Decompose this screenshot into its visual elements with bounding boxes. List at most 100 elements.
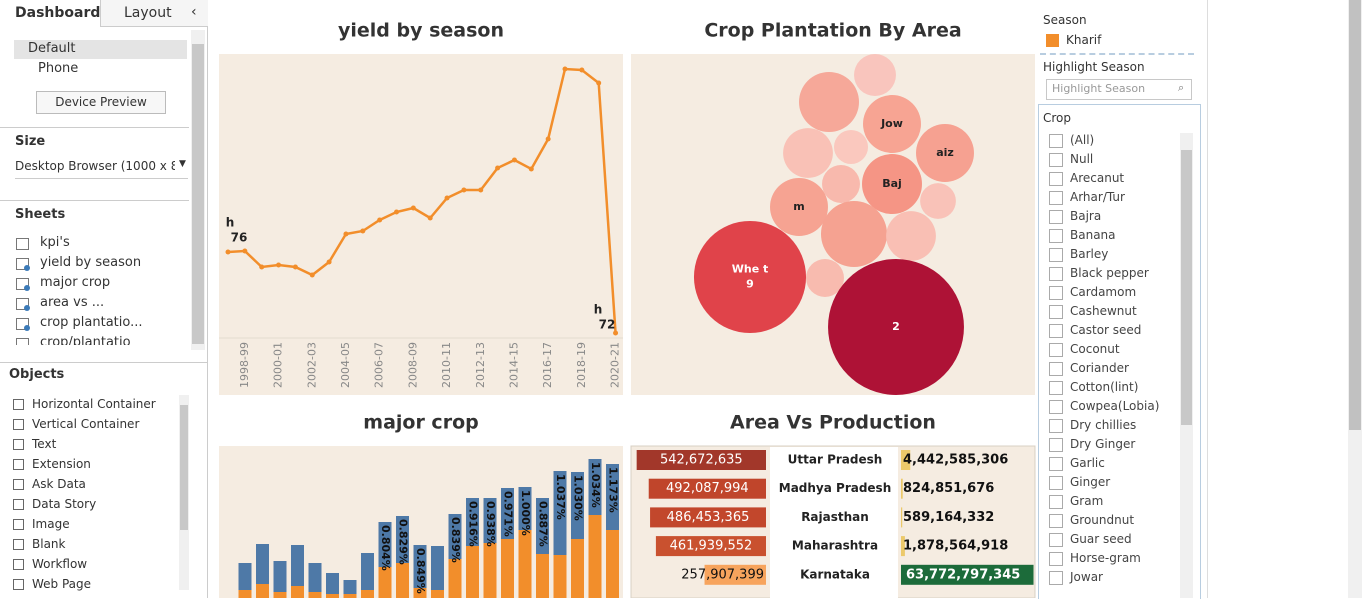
sheet-item[interactable]: yield by season	[40, 255, 142, 270]
checkbox-label[interactable]: Gram	[1070, 494, 1104, 508]
checkbox-label[interactable]: Groundnut	[1070, 513, 1135, 527]
checkbox[interactable]	[1049, 571, 1063, 585]
checkbox-label[interactable]: Cowpea(Lobia)	[1070, 399, 1160, 413]
x-tick-label: 2004-05	[339, 342, 352, 388]
sheet-item[interactable]: crop/plantatio	[40, 335, 131, 345]
point	[511, 157, 517, 163]
highlight-input[interactable]	[1046, 79, 1192, 100]
checkbox-label[interactable]: Bajra	[1070, 209, 1102, 223]
sheet-item[interactable]: kpi's	[40, 235, 70, 250]
checkbox-label[interactable]: Garlic	[1070, 456, 1105, 470]
checkbox[interactable]	[1049, 343, 1063, 357]
bar-segment	[448, 514, 462, 559]
device-option[interactable]: Phone	[38, 61, 79, 76]
collapse-icon[interactable]: ‹	[191, 4, 197, 20]
sheet-item[interactable]: area vs ...	[40, 295, 105, 310]
row-header: Madhya Pradesh	[779, 481, 892, 495]
bar-label: 1.037%	[554, 474, 567, 520]
object-item[interactable]: Horizontal Container	[32, 397, 156, 411]
checkbox[interactable]	[1049, 229, 1063, 243]
checkbox-label[interactable]: Arhar/Tur	[1070, 190, 1125, 204]
point	[225, 249, 231, 255]
point	[427, 215, 433, 221]
checkbox[interactable]	[1049, 476, 1063, 490]
object-item[interactable]: Ask Data	[32, 477, 86, 491]
checkbox[interactable]	[1049, 400, 1063, 414]
scroll-thumb[interactable]	[1181, 150, 1192, 425]
sheet-item[interactable]: crop plantatio...	[40, 315, 143, 330]
checkbox[interactable]	[1049, 438, 1063, 452]
section-title: Objects	[9, 367, 65, 382]
checkbox-label[interactable]: Jowar	[1070, 570, 1103, 584]
size-dropdown[interactable]: Desktop Browser (1000 x 8...	[15, 159, 175, 173]
checkbox-label[interactable]: Ginger	[1070, 475, 1111, 489]
dropdown-arrow[interactable]: ▼	[179, 159, 186, 169]
object-item[interactable]: Data Story	[32, 497, 97, 511]
bar-label: 1.034%	[589, 462, 602, 508]
x-tick-label: 1998-99	[238, 342, 251, 388]
object-item[interactable]: Web Page	[32, 577, 92, 591]
checkbox[interactable]	[1049, 134, 1063, 148]
checkbox[interactable]	[1049, 381, 1063, 395]
checkbox-label[interactable]: Black pepper	[1070, 266, 1149, 280]
checkbox-label[interactable]: Coconut	[1070, 342, 1120, 356]
checkbox-label[interactable]: Null	[1070, 152, 1094, 166]
bar-segment	[588, 515, 602, 598]
legend-label[interactable]: Kharif	[1066, 33, 1102, 47]
object-item[interactable]: Blank	[32, 537, 66, 551]
checkbox[interactable]	[1049, 362, 1063, 376]
device-option[interactable]: Default	[28, 41, 76, 56]
device-preview-button[interactable]: Device Preview	[36, 91, 166, 114]
checkbox[interactable]	[1049, 324, 1063, 338]
checkbox-label[interactable]: Guar seed	[1070, 532, 1132, 546]
row-header: Uttar Pradesh	[788, 453, 883, 467]
checkbox[interactable]	[1049, 172, 1063, 186]
checkbox[interactable]	[1049, 210, 1063, 224]
checkbox-label[interactable]: Dry Ginger	[1070, 437, 1136, 451]
scroll-thumb[interactable]	[192, 44, 204, 344]
checkbox-label[interactable]: Horse-gram	[1070, 551, 1141, 565]
object-item[interactable]: Workflow	[32, 557, 88, 571]
object-item[interactable]: Vertical Container	[32, 417, 140, 431]
scroll-thumb[interactable]	[180, 405, 188, 530]
checkbox[interactable]	[1049, 552, 1063, 566]
area-bar	[636, 450, 766, 470]
bar-segment	[553, 471, 567, 555]
checkbox[interactable]	[1049, 286, 1063, 300]
checkbox-label[interactable]: Coriander	[1070, 361, 1129, 375]
checkbox[interactable]	[1049, 495, 1063, 509]
checkbox-label[interactable]: Cardamom	[1070, 285, 1137, 299]
checkbox-label[interactable]: Banana	[1070, 228, 1116, 242]
tab[interactable]: Dashboard	[15, 5, 101, 21]
checkbox-label[interactable]: Dry chillies	[1070, 418, 1137, 432]
checkbox[interactable]	[1049, 419, 1063, 433]
bar-segment	[413, 588, 427, 598]
object-item[interactable]: Image	[32, 517, 70, 531]
tab[interactable]: Layout	[124, 5, 172, 21]
x-tick-label: 2020-21	[609, 342, 622, 388]
area-bar	[704, 564, 766, 585]
checkbox-label[interactable]: Cotton(lint)	[1070, 380, 1139, 394]
sheet-item[interactable]: major crop	[40, 275, 111, 290]
area-label: 492,087,994	[666, 481, 749, 496]
production-label: 824,851,676	[903, 481, 994, 496]
object-item[interactable]: Text	[32, 437, 57, 451]
checkbox-label[interactable]: Arecanut	[1070, 171, 1125, 185]
checkbox[interactable]	[1049, 533, 1063, 547]
checkbox[interactable]	[1049, 267, 1063, 281]
checkbox[interactable]	[1049, 457, 1063, 471]
object-item[interactable]: Extension	[32, 457, 91, 471]
checkbox-label[interactable]: (All)	[1070, 133, 1095, 147]
checkbox[interactable]	[1049, 305, 1063, 319]
scroll-thumb[interactable]	[1349, 0, 1361, 430]
bar-segment	[606, 530, 619, 598]
bar-segment	[396, 563, 409, 598]
checkbox[interactable]	[1049, 191, 1063, 205]
checkbox[interactable]	[1049, 514, 1063, 528]
checkbox-label[interactable]: Barley	[1070, 247, 1109, 261]
checkbox[interactable]	[1049, 153, 1063, 167]
checkbox[interactable]	[1049, 248, 1063, 262]
point	[596, 80, 602, 86]
checkbox-label[interactable]: Castor seed	[1070, 323, 1142, 337]
checkbox-label[interactable]: Cashewnut	[1070, 304, 1137, 318]
